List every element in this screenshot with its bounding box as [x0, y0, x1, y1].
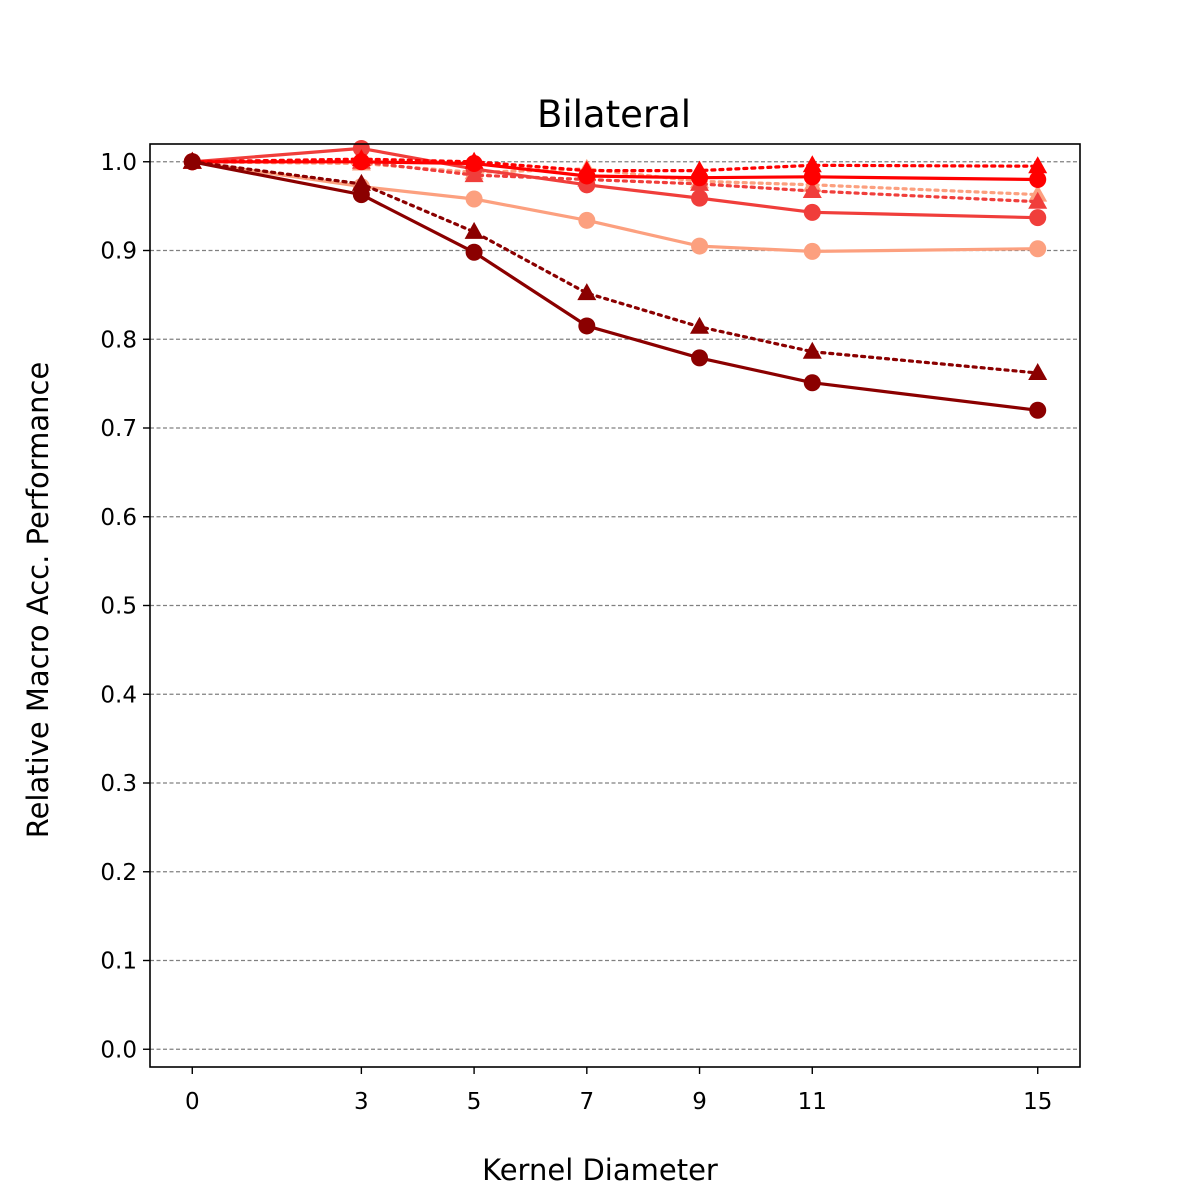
series-6-point-3	[578, 317, 596, 335]
series-0-point-3	[578, 211, 596, 229]
series-0-point-2	[465, 190, 483, 208]
series-7-point-4	[690, 316, 709, 334]
x-axis-label: Kernel Diameter	[482, 1153, 718, 1187]
chart-title: Bilateral	[537, 93, 691, 136]
series-4-point-5	[803, 168, 821, 186]
series-6-line	[191, 160, 1038, 412]
series-5-point-1	[351, 149, 371, 167]
y-axis-label: Relative Macro Acc. Performance	[21, 362, 55, 839]
series-7-point-3	[577, 283, 597, 301]
y-tick-label-3: 0.3	[100, 771, 137, 797]
y-tick-label-7: 0.7	[100, 416, 137, 442]
series-7-line	[190, 160, 1040, 375]
series-0-point-6	[1029, 240, 1047, 258]
y-tick-label-1: 0.1	[100, 949, 137, 975]
y-tick-label-0: 0.0	[100, 1037, 137, 1063]
series-layer	[182, 139, 1048, 419]
y-tick-label-2: 0.2	[100, 860, 137, 886]
y-tick-label-5: 0.5	[100, 594, 137, 620]
x-tick-label-5: 11	[798, 1089, 827, 1115]
series-7-point-0	[182, 151, 202, 169]
series-7-point-5	[802, 341, 822, 359]
series-2-point-6	[1029, 209, 1047, 227]
x-tick-label-0: 0	[185, 1089, 200, 1115]
series-2	[183, 139, 1047, 227]
series-3-point-6	[1028, 191, 1048, 209]
gridlines	[150, 161, 1080, 1050]
series-2-point-4	[691, 189, 709, 207]
y-tick-label-9: 0.9	[100, 239, 137, 265]
series-5-point-4	[690, 160, 709, 178]
series-2-point-5	[803, 203, 821, 221]
series-3-point-2	[464, 165, 484, 183]
series-5-line	[190, 157, 1040, 173]
series-0	[183, 153, 1047, 260]
series-0-point-5	[803, 242, 821, 260]
x-axis: 0 3 5 7 9 11 15	[185, 1067, 1052, 1115]
y-axis: 0.0 0.1 0.2 0.3 0.4 0.5 0.6 0.7 0.8 0.9 1.0	[100, 150, 150, 1063]
series-6	[183, 153, 1047, 419]
series-6-point-4	[691, 349, 709, 367]
series-0-point-4	[691, 237, 709, 255]
y-tick-label-8: 0.8	[100, 327, 137, 353]
x-tick-label-2: 5	[467, 1089, 482, 1115]
series-6-point-6	[1029, 401, 1047, 419]
y-tick-label-4: 0.4	[100, 682, 137, 708]
y-tick-label-6: 0.6	[100, 505, 137, 531]
series-5-point-5	[802, 155, 822, 173]
x-tick-label-1: 3	[354, 1089, 369, 1115]
series-7-point-2	[464, 221, 484, 239]
series-7-point-6	[1028, 363, 1048, 380]
series-5-point-6	[1028, 156, 1048, 174]
series-4-point-6	[1029, 171, 1047, 188]
series-6-point-2	[465, 243, 483, 261]
series-3-point-5	[802, 181, 822, 198]
x-tick-label-6: 15	[1023, 1089, 1052, 1115]
series-7	[182, 151, 1048, 380]
series-5-point-3	[577, 160, 597, 178]
series-5-point-2	[464, 151, 484, 169]
x-tick-label-4: 9	[692, 1089, 707, 1115]
series-7-point-1	[351, 173, 371, 191]
y-tick-label-10: 1.0	[100, 150, 137, 176]
x-tick-label-3: 7	[579, 1089, 594, 1115]
series-6-point-5	[803, 374, 821, 392]
